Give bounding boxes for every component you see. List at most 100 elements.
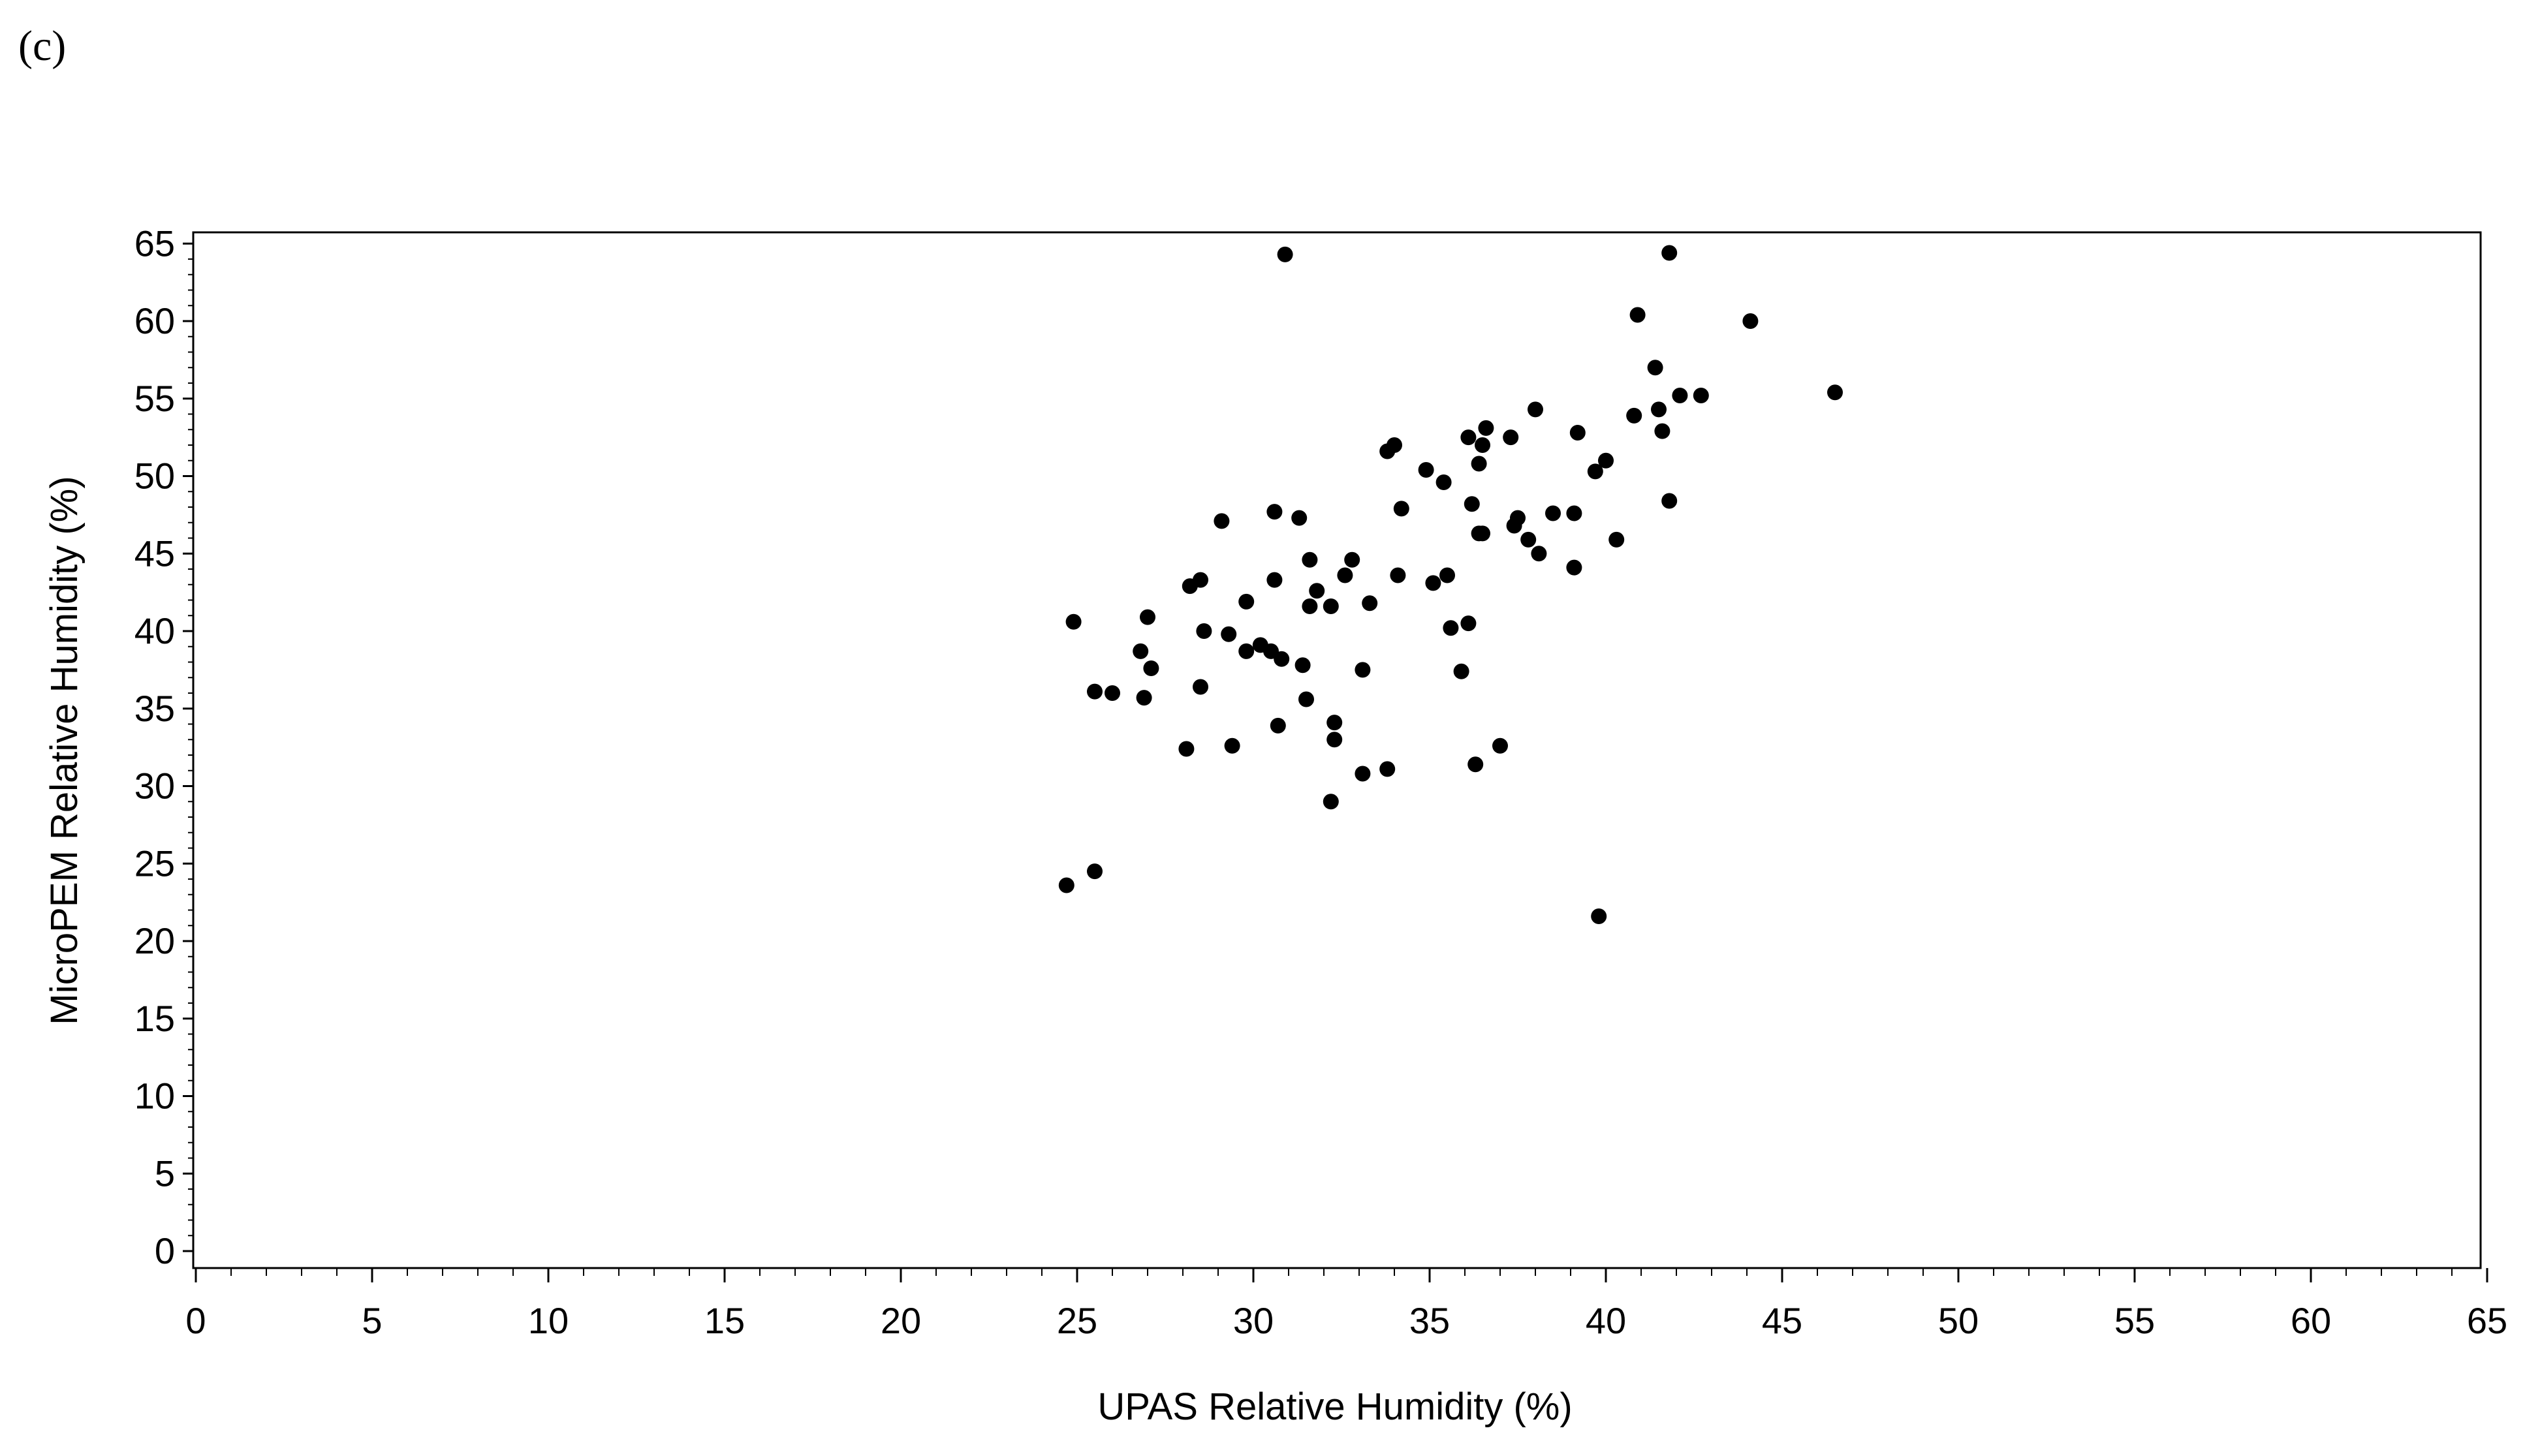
scatter-point xyxy=(1393,501,1409,517)
x-tick-label: 30 xyxy=(1233,1300,1274,1341)
scatter-point xyxy=(1224,737,1240,754)
scatter-point xyxy=(1661,245,1678,261)
scatter-point xyxy=(1133,643,1149,659)
scatter-point xyxy=(1344,551,1360,568)
y-axis: 0 5 10 15 20 25 30 35 40 45 50 55 60 65 xyxy=(134,223,193,1271)
scatter-point xyxy=(1591,908,1607,924)
scatter-point xyxy=(1742,313,1759,329)
scatter-point xyxy=(1478,420,1494,436)
scatter-point xyxy=(1587,463,1603,480)
scatter-point xyxy=(1274,651,1290,667)
y-tick-label: 30 xyxy=(134,766,175,807)
y-tick-label: 15 xyxy=(134,998,175,1039)
scatter-point xyxy=(1355,662,1371,678)
scatter-point xyxy=(1651,401,1667,418)
plot-frame xyxy=(192,231,2482,1269)
scatter-point xyxy=(1629,307,1646,323)
scatter-point xyxy=(1418,462,1434,478)
scatter-point xyxy=(1337,567,1353,583)
scatter-point xyxy=(1520,531,1537,548)
scatter-point xyxy=(1467,756,1484,773)
scatter-point xyxy=(1379,761,1396,777)
scatter-point xyxy=(1435,474,1452,490)
panel-label: (c) xyxy=(18,22,66,70)
scatter-point xyxy=(1471,456,1487,472)
scatter-point xyxy=(1464,496,1480,512)
scatter-point xyxy=(1453,663,1469,679)
scatter-point xyxy=(1266,572,1283,588)
x-tick-label: 45 xyxy=(1762,1300,1802,1341)
scatter-point xyxy=(1196,623,1212,639)
scatter-point xyxy=(1193,679,1208,695)
scatter-point xyxy=(1294,657,1311,674)
scatter-point xyxy=(1528,401,1543,418)
y-tick-label: 65 xyxy=(134,223,175,264)
scatter-point xyxy=(1087,863,1103,880)
y-tick-label: 35 xyxy=(134,688,175,729)
scatter-point xyxy=(1545,505,1561,521)
scatter-point xyxy=(1277,246,1293,262)
y-tick-label: 0 xyxy=(155,1230,175,1271)
scatter-point xyxy=(1531,546,1547,562)
scatter-point xyxy=(1238,593,1255,610)
scatter-point xyxy=(1140,609,1155,625)
scatter-point xyxy=(1647,360,1663,376)
scatter-point xyxy=(1087,683,1103,700)
x-tick-label: 55 xyxy=(2114,1300,2155,1341)
scatter-point xyxy=(1214,513,1230,529)
scatter-point xyxy=(1326,732,1343,748)
y-axis-title: MicroPEM Relative Humidity (%) xyxy=(43,476,86,1025)
scatter-point xyxy=(1503,429,1519,446)
scatter-point xyxy=(1654,423,1670,439)
scatter-point xyxy=(1379,443,1396,459)
x-tick-label: 65 xyxy=(2467,1300,2507,1341)
scatter-point xyxy=(1326,715,1343,731)
scatter-point xyxy=(1302,598,1318,614)
scatter-point xyxy=(1569,425,1586,441)
scatter-point xyxy=(1492,737,1508,754)
scatter-point xyxy=(1566,505,1582,521)
scatter-point xyxy=(1827,384,1843,401)
x-tick-label: 20 xyxy=(881,1300,921,1341)
scatter-point xyxy=(1443,620,1459,636)
scatter-point xyxy=(1566,559,1582,576)
scatter-point xyxy=(1065,613,1082,630)
scatter-point xyxy=(1302,551,1318,568)
scatter-point xyxy=(1143,660,1159,676)
x-tick-label: 5 xyxy=(362,1300,382,1341)
scatter-point xyxy=(1323,598,1339,614)
scatter-point xyxy=(1221,626,1237,642)
x-tick-label: 35 xyxy=(1409,1300,1450,1341)
scatter-point xyxy=(1058,877,1074,893)
y-tick-label: 55 xyxy=(134,378,175,419)
scatter-point xyxy=(1460,615,1477,632)
scatter-point xyxy=(1661,493,1678,509)
y-tick-label: 60 xyxy=(134,300,175,341)
scatter-point xyxy=(1471,525,1487,542)
x-tick-label: 50 xyxy=(1938,1300,1979,1341)
scatter-point xyxy=(1270,717,1286,734)
y-tick-label: 10 xyxy=(134,1076,175,1117)
scatter-point xyxy=(1475,437,1490,453)
x-tick-label: 15 xyxy=(704,1300,745,1341)
x-tick-label: 40 xyxy=(1586,1300,1626,1341)
data-points xyxy=(1058,245,1843,924)
scatter-point xyxy=(1298,691,1314,707)
scatter-point xyxy=(1608,531,1625,548)
y-tick-label: 40 xyxy=(134,610,175,651)
scatter-point xyxy=(1425,575,1441,591)
scatter-point xyxy=(1105,685,1120,701)
scatter-point xyxy=(1390,567,1406,583)
scatter-point xyxy=(1178,741,1195,757)
y-tick-label: 50 xyxy=(134,456,175,497)
scatter-point xyxy=(1136,690,1152,706)
scatter-point xyxy=(1506,518,1522,534)
x-axis-title: UPAS Relative Humidity (%) xyxy=(1097,1386,1572,1428)
scatter-point xyxy=(1598,452,1614,469)
scatter-point xyxy=(1238,643,1255,659)
scatter-point xyxy=(1626,407,1642,424)
y-tick-label: 20 xyxy=(134,920,175,961)
scatter-point xyxy=(1460,429,1477,446)
scatter-point xyxy=(1672,388,1688,403)
